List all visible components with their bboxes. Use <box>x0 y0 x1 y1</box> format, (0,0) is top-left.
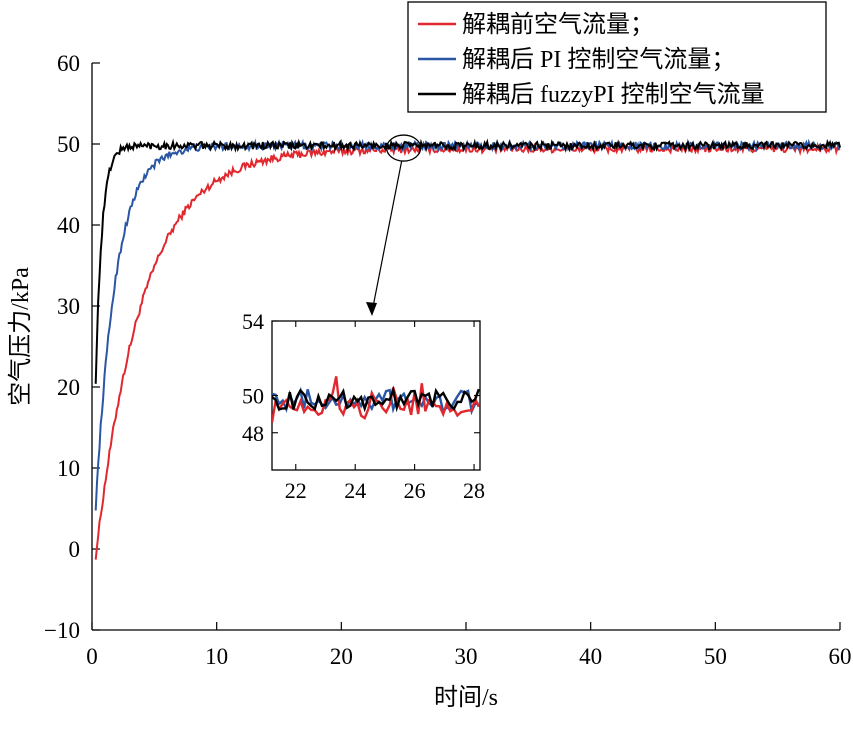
inset-y-tick-label: 48 <box>242 421 264 446</box>
legend-label-2: 解耦后 fuzzyPI 控制空气流量 <box>462 81 765 108</box>
inset-series-line-2 <box>272 385 480 413</box>
y-tick-label: 10 <box>57 456 80 481</box>
zoom-annotation <box>366 134 422 316</box>
inset-x-tick-label: 22 <box>285 478 307 503</box>
inset-series-line-0 <box>272 376 480 423</box>
legend-label-1: 解耦后 PI 控制空气流量； <box>462 46 735 73</box>
inset-x-tick-label: 24 <box>344 478 366 503</box>
inset-frame <box>271 320 481 471</box>
x-tick-label: 40 <box>579 644 602 669</box>
x-tick-label: 30 <box>455 644 478 669</box>
zoom-arrow-head <box>366 302 377 316</box>
y-tick-label: 50 <box>57 132 80 157</box>
x-tick-label: 60 <box>829 644 852 669</box>
x-tick-label: 50 <box>704 644 727 669</box>
inset-chart: 22 24 26 28 48 50 54 <box>242 309 485 503</box>
y-tick-label: 40 <box>57 213 80 238</box>
y-tick-label: 60 <box>57 51 80 76</box>
legend: 解耦前空气流量； 解耦后 PI 控制空气流量； 解耦后 fuzzyPI 控制空气流量 <box>407 1 827 113</box>
inset-x-tick-label: 28 <box>463 478 485 503</box>
y-tick-label: 30 <box>57 294 80 319</box>
y-tick-label: 0 <box>69 537 81 562</box>
main-series-group <box>94 138 841 560</box>
series-line-2 <box>94 138 841 384</box>
zoom-ellipse <box>386 134 422 162</box>
y-axis-label: 空气压力/kPa <box>7 267 34 406</box>
legend-box <box>407 1 827 113</box>
inset-x-tick-label: 26 <box>404 478 426 503</box>
inset-series-group <box>272 376 480 423</box>
x-tick-label: 20 <box>330 644 353 669</box>
x-tick-label: 10 <box>205 644 228 669</box>
x-tick-label: 0 <box>86 644 98 669</box>
y-tick-label: 20 <box>57 375 80 400</box>
zoom-arrow-line <box>371 160 403 313</box>
y-tick-label: −10 <box>44 618 80 643</box>
legend-label-0: 解耦前空气流量； <box>462 11 654 38</box>
inset-y-tick-label: 50 <box>242 384 264 409</box>
inset-y-tick-label: 54 <box>242 309 264 334</box>
x-axis-label: 时间/s <box>434 684 498 711</box>
